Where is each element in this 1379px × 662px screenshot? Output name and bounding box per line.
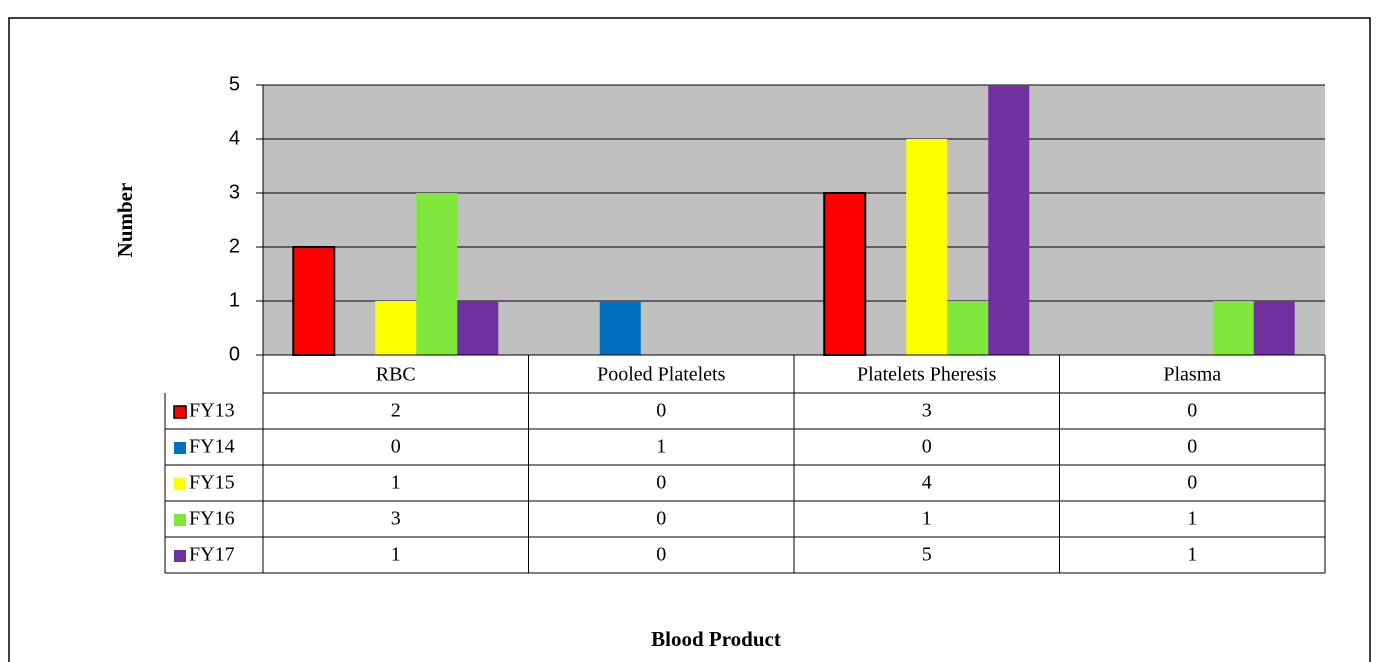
bar [1212,301,1254,355]
y-axis-title: Number [113,183,137,258]
x-axis-title: Blood Product [651,627,781,651]
y-tick-label: 0 [229,343,240,365]
bar [416,193,458,355]
table-value: 1 [391,472,401,494]
bar [906,139,948,355]
table-value: 1 [656,436,666,458]
legend-swatch [174,550,186,562]
y-tick-label: 5 [229,73,240,95]
table-value: 1 [1187,508,1197,530]
table-value: 0 [391,436,401,458]
legend-label: FY17 [189,544,235,566]
x-tick-label: Plasma [1163,364,1221,386]
legend-label: FY16 [189,508,235,530]
y-tick-label: 2 [229,235,240,257]
bar [947,301,989,355]
table-value: 0 [1187,400,1197,422]
table-value: 0 [656,544,666,566]
table-value: 2 [391,400,401,422]
legend-swatch [174,514,186,526]
table-value: 1 [1187,544,1197,566]
x-tick-label: Pooled Platelets [597,364,726,386]
legend-swatch [173,405,187,419]
table-value: 1 [922,508,932,530]
table-value: 3 [922,400,932,422]
legend-swatch [174,442,186,454]
bar [823,192,867,356]
table-value: 4 [922,472,932,494]
bar [292,246,336,356]
bar [375,301,417,355]
table-value: 0 [656,508,666,530]
table-value: 0 [656,472,666,494]
table-value: 0 [656,400,666,422]
y-tick-label: 4 [229,127,240,149]
table-value: 0 [1187,436,1197,458]
x-tick-label: RBC [376,364,416,386]
table-value: 5 [922,544,932,566]
bar [988,85,1030,355]
table-value: 3 [391,508,401,530]
legend-swatch [174,478,186,490]
y-tick-label: 1 [229,289,240,311]
bar [599,301,641,355]
legend-label: FY15 [189,472,235,494]
x-tick-label: Platelets Pheresis [857,364,997,386]
y-tick-label: 3 [229,181,240,203]
legend-label: FY13 [189,400,235,422]
table-value: 0 [1187,472,1197,494]
table-value: 0 [922,436,932,458]
bar [457,301,499,355]
bar [1253,301,1295,355]
legend-label: FY14 [189,436,235,458]
table-value: 1 [391,544,401,566]
